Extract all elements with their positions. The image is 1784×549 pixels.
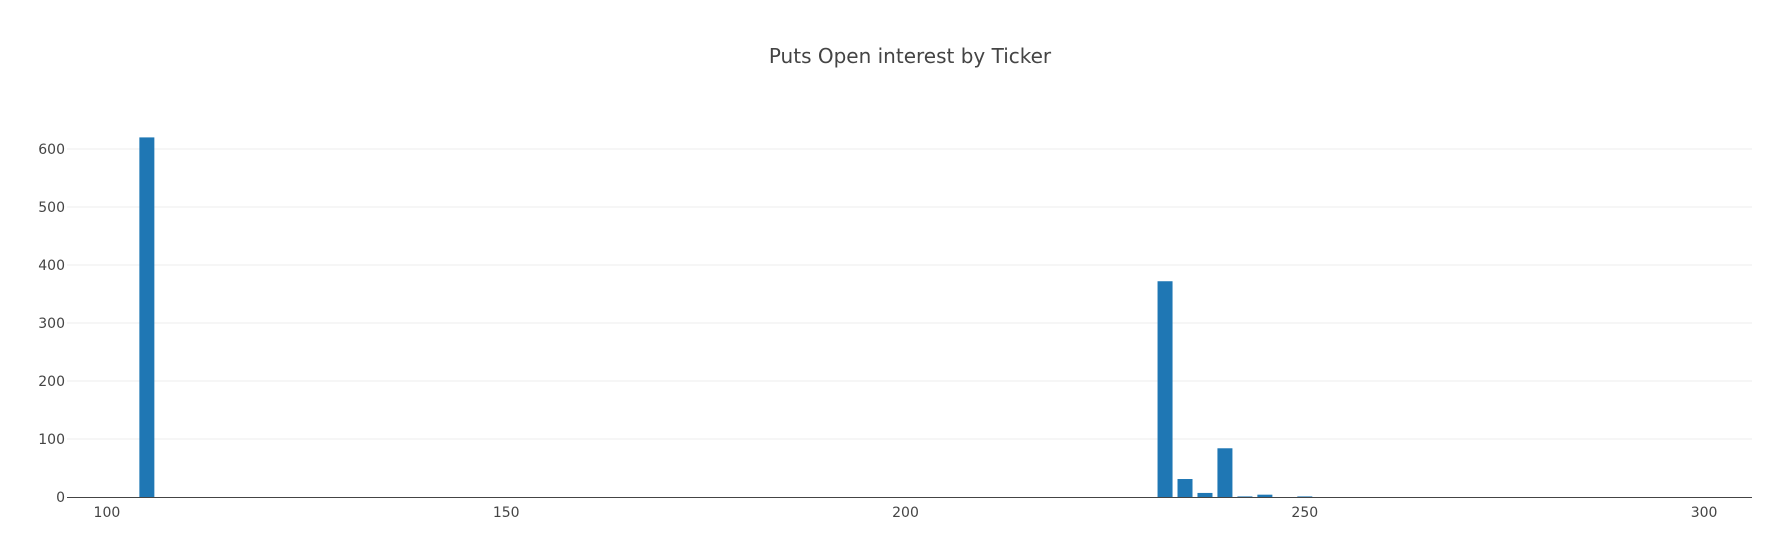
x-tick-label: 100 — [94, 505, 121, 521]
bar[interactable] — [1297, 496, 1313, 497]
y-tick-label: 100 — [38, 432, 65, 448]
y-tick-label: 400 — [38, 258, 65, 274]
y-tick-label: 500 — [38, 200, 65, 216]
y-tick-label: 200 — [38, 374, 65, 390]
chart-title: Puts Open interest by Ticker — [769, 44, 1052, 68]
bars — [139, 137, 1313, 497]
x-tick-label: 250 — [1291, 505, 1318, 521]
bar[interactable] — [139, 137, 155, 497]
x-axis-ticks: 100 150 200 250 300 — [94, 505, 1718, 521]
bar[interactable] — [1217, 448, 1233, 497]
bar[interactable] — [1177, 479, 1193, 497]
grid-lines — [67, 148, 1752, 440]
bar[interactable] — [1197, 492, 1213, 497]
x-tick-label: 150 — [493, 505, 520, 521]
y-axis-ticks: 0 100 200 300 400 500 600 — [38, 142, 65, 506]
x-tick-label: 300 — [1691, 505, 1718, 521]
x-tick-label: 200 — [892, 505, 919, 521]
bar[interactable] — [1237, 496, 1253, 497]
bar[interactable] — [1157, 281, 1173, 497]
bar[interactable] — [1257, 494, 1273, 497]
y-tick-label: 600 — [38, 142, 65, 158]
y-tick-label: 0 — [56, 490, 65, 506]
y-tick-label: 300 — [38, 316, 65, 332]
